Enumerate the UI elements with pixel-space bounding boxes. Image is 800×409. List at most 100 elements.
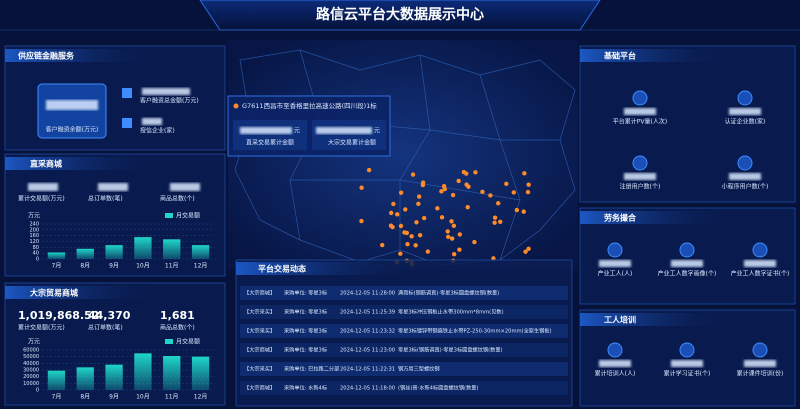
icon: [607, 342, 623, 358]
pin: [233, 103, 239, 109]
stat-label: 商品总数(个): [160, 324, 195, 332]
panel-title: 基础平台: [603, 51, 636, 61]
panel-title-bar: [580, 49, 730, 62]
stat-label: 认证企业数(家): [725, 118, 766, 126]
bar: [105, 364, 123, 390]
trade-list: 【大宗商城】 采购单位: 零星3标 2024-12-05 11:28:00 满商标(钢…: [240, 286, 568, 395]
stat-label: 商品总数(个): [160, 195, 195, 203]
blurred-value: [46, 100, 98, 110]
map-point: [456, 178, 461, 184]
icon: [122, 118, 132, 128]
row-cell: 【大宗商城】: [244, 289, 275, 297]
map-point: [398, 190, 404, 195]
row-cell: 满商标(钢筋调直)·零星3标圆盘螺纹钢(数量): [398, 289, 499, 297]
axis-label: 万元: [28, 213, 40, 220]
row-cell: 【大宗商城】: [244, 346, 275, 354]
y-tick-label: 30000: [23, 368, 39, 374]
map-point: [449, 219, 454, 224]
row-cell: 2024-12-05 11:28:00: [340, 291, 395, 297]
icon: [607, 242, 623, 258]
map-point: [366, 167, 372, 173]
icon: [679, 242, 695, 258]
bar: [191, 245, 210, 259]
map-point: [492, 215, 498, 220]
x-tick-label: 9月: [109, 263, 119, 270]
blurred-value: [729, 173, 761, 180]
bar: [76, 367, 94, 390]
row-cell: 【大宗采买】: [244, 327, 275, 335]
y-tick-label: 40: [33, 251, 39, 257]
map-point: [402, 230, 407, 235]
blurred-value: [316, 127, 372, 134]
map-point: [405, 242, 410, 247]
bar: [163, 356, 181, 390]
row-cell: 【大宗采买】: [244, 365, 275, 373]
legend-swatch: [165, 213, 173, 218]
y-tick-label: 160: [29, 233, 39, 239]
map-point: [413, 243, 418, 248]
bar: [134, 353, 152, 390]
stat-label: 产业工人(人): [598, 270, 633, 278]
blurred-value: [624, 173, 656, 180]
map-point: [526, 182, 531, 187]
map-point: [445, 234, 451, 239]
bar: [47, 370, 66, 390]
panel-title-bar: [580, 211, 730, 224]
stat-label: 直采交易累计金额: [246, 139, 294, 147]
blurred-value: [142, 88, 190, 95]
map-point: [457, 232, 463, 237]
map-point: [359, 185, 364, 190]
map-point: [390, 224, 395, 230]
row-bg: [240, 324, 568, 338]
row-cell: (钢丝)普·水新4标圆盘螺纹钢(数量): [398, 384, 478, 392]
stats: 累计交易额(万元) 总订单数(笔) 商品总数(个): [18, 183, 200, 203]
map-point: [451, 223, 457, 229]
map-point: [416, 201, 421, 206]
map-point: [398, 223, 404, 229]
map-point: [473, 170, 478, 175]
map-point: [492, 220, 497, 225]
stats: 平台累计PV量(人次) 认证企业数(家) 注册用户数(个) 小程序用户数(个): [613, 90, 768, 191]
map-point: [491, 256, 496, 261]
map-point: [391, 201, 396, 207]
row-bg: [240, 381, 568, 395]
icon: [752, 342, 768, 358]
panel-title: 工人培训: [604, 315, 636, 325]
x-tick-label: 11月: [165, 263, 179, 270]
row-cell: 采购单位: 零星3标: [284, 346, 327, 354]
panel-title-bar: [5, 49, 155, 62]
unit: 元: [294, 128, 300, 135]
row-bg: [240, 343, 568, 357]
blurred-value: [28, 183, 58, 191]
blurred-value: [624, 108, 656, 115]
panel-title: 大宗贸易商城: [30, 288, 78, 298]
map-point: [526, 246, 531, 252]
stat-value: 1,019,868.52: [18, 309, 99, 322]
panel-title-bar: [236, 262, 416, 275]
panel-title-bar: [5, 286, 155, 299]
stat-label: 累计交易额(万元): [18, 324, 65, 332]
x-tick-label: 7月: [52, 263, 62, 270]
unit: 元: [374, 128, 380, 135]
blurred-value: [98, 183, 128, 191]
map-point: [425, 249, 431, 254]
bar: [191, 356, 210, 390]
panel-title: 供应链金融服务: [17, 51, 75, 61]
blurred-value: [170, 183, 200, 191]
bar: [105, 245, 123, 259]
stat-label: 累计学习证书(个): [664, 370, 711, 378]
map-point: [403, 207, 408, 212]
blurred-value: [744, 360, 776, 367]
bar: [134, 237, 152, 259]
highlight-card: [37, 83, 107, 139]
map-point: [435, 206, 440, 211]
legend-label: 月交易额: [176, 212, 200, 220]
map-point: [511, 190, 516, 195]
blurred-value: [599, 260, 631, 267]
map-point: [464, 182, 469, 187]
icon: [679, 342, 695, 358]
map-point: [480, 189, 485, 195]
row-cell: 2024-12-05 11:23:00: [340, 348, 395, 354]
